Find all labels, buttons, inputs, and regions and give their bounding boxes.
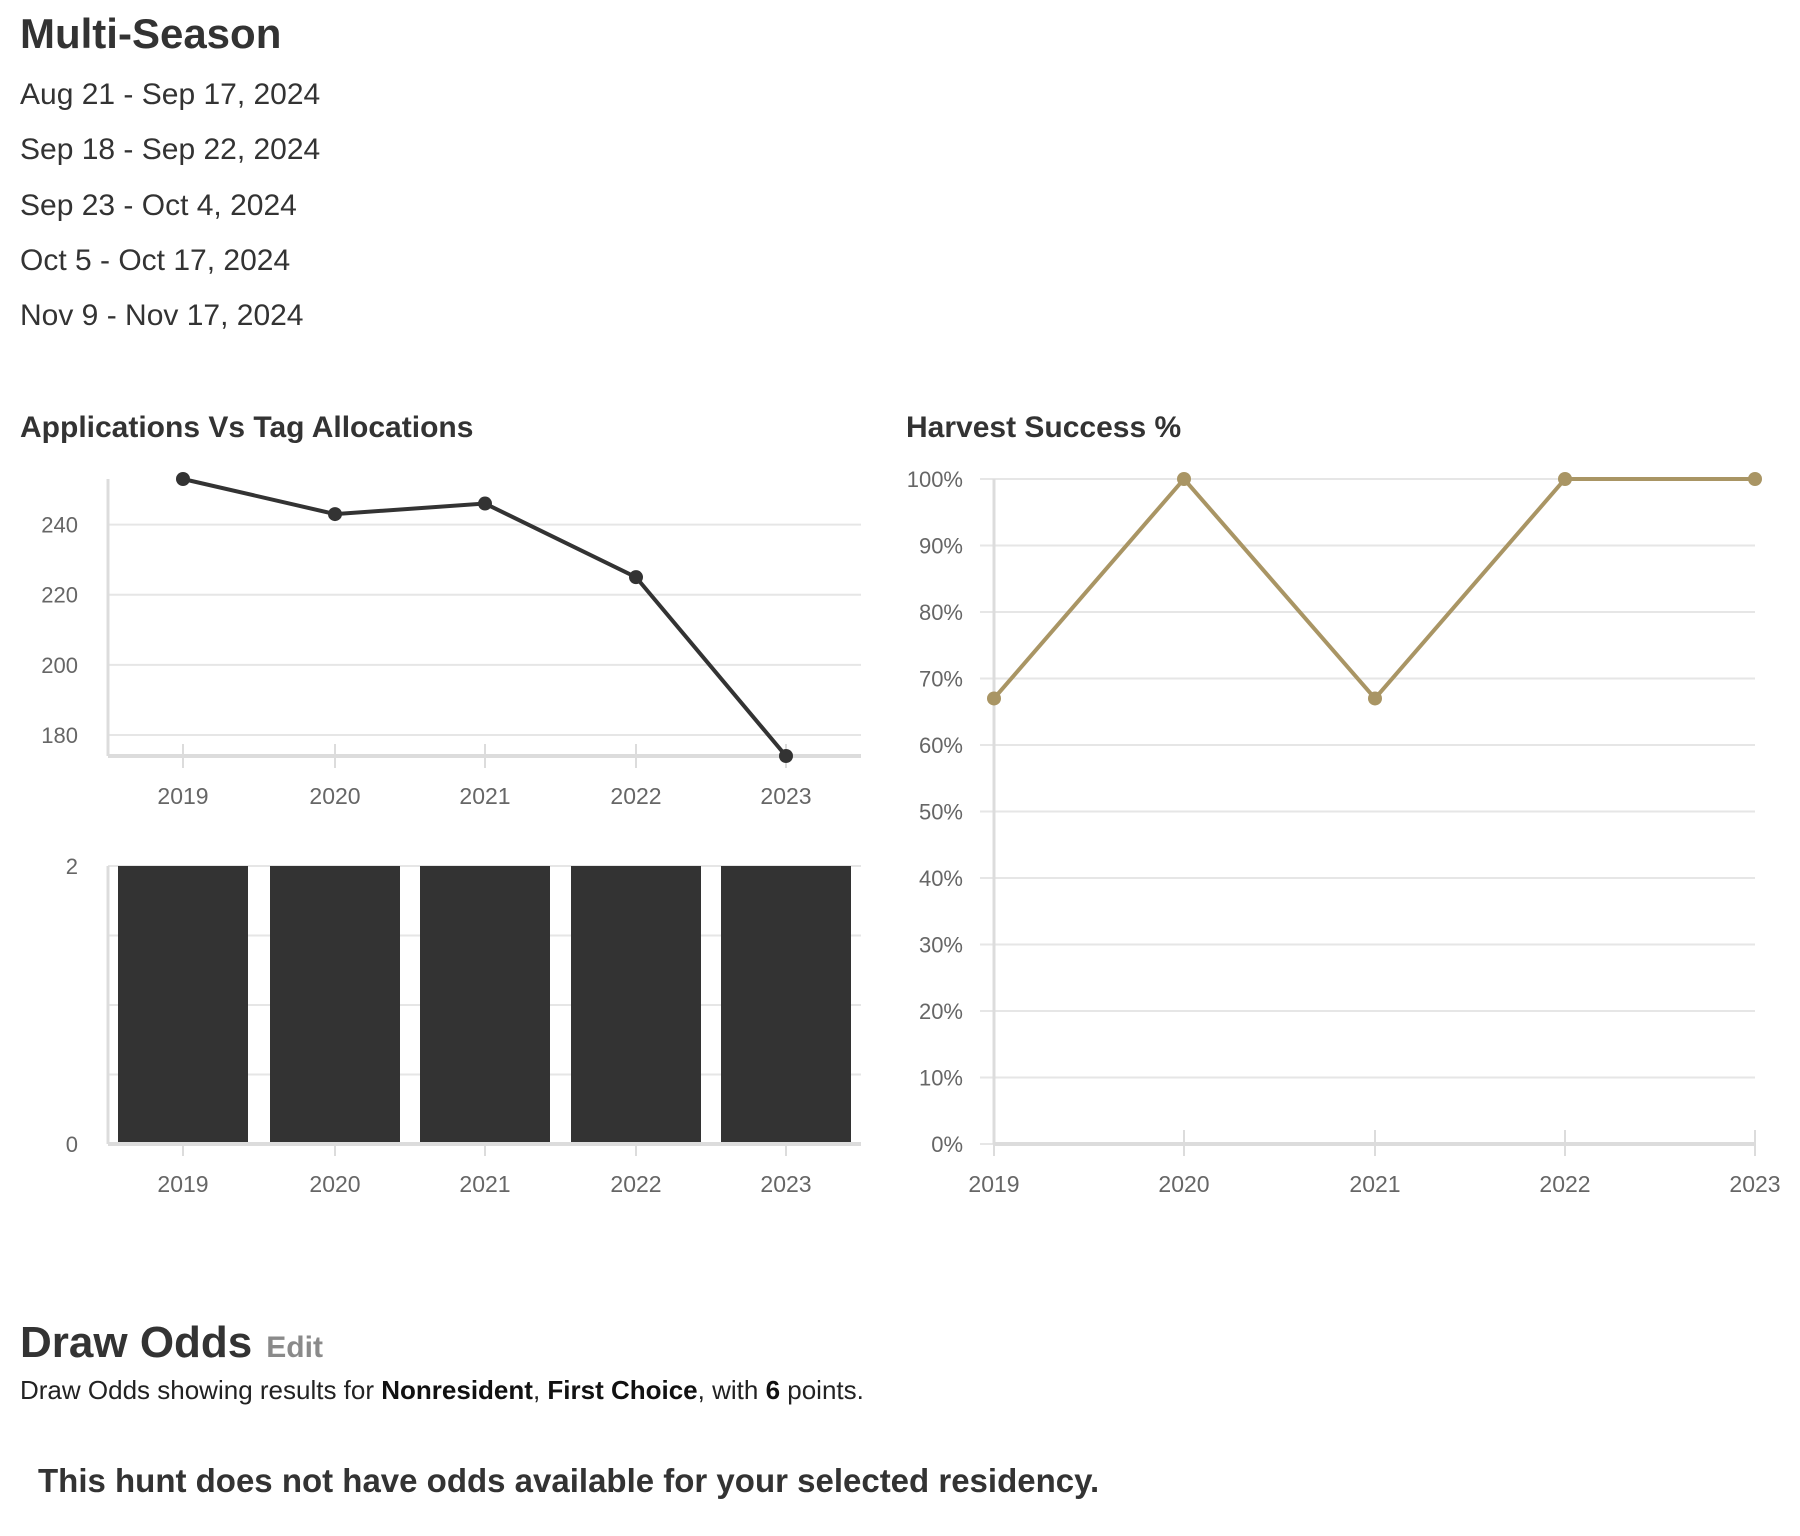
season-date: Sep 18 - Sep 22, 2024 [20, 133, 321, 166]
y-tick-label: 30% [919, 933, 963, 958]
bar [270, 866, 400, 1144]
text: points. [780, 1375, 864, 1405]
data-point [629, 570, 643, 585]
residency-value: Nonresident [381, 1375, 533, 1405]
data-point [779, 749, 793, 763]
y-tick-label: 10% [919, 1066, 963, 1091]
data-point [1748, 472, 1762, 486]
x-tick-label: 2019 [157, 783, 208, 809]
y-tick-label: 70% [919, 667, 963, 692]
y-tick-label: 240 [41, 513, 78, 538]
y-tick-label: 40% [919, 866, 963, 891]
x-tick-label: 2023 [760, 1171, 811, 1197]
data-point [478, 496, 492, 511]
y-tick-label: 80% [919, 600, 963, 625]
data-point [1368, 691, 1382, 706]
data-point [1558, 472, 1572, 486]
y-tick-label: 50% [919, 800, 963, 825]
y-tick-label: 220 [41, 583, 78, 608]
x-tick-label: 2022 [610, 1171, 661, 1197]
season-date: Aug 21 - Sep 17, 2024 [20, 78, 321, 111]
data-point [176, 472, 190, 486]
points-value: 6 [765, 1375, 781, 1405]
x-tick-label: 2021 [459, 1171, 510, 1197]
series-line [182, 477, 788, 758]
x-tick-label: 2020 [1158, 1171, 1209, 1197]
y-tick-label: 20% [919, 999, 963, 1024]
series-line [992, 475, 1755, 702]
y-tick-label: 0 [66, 1132, 78, 1157]
y-tick-label: 90% [919, 534, 963, 559]
data-point [987, 691, 1001, 706]
charts-canvas: 180 200 220 240 2019 2020 2021 2022 2023 0 2 2019 20… [41, 467, 1780, 1197]
y-tick-label: 60% [919, 733, 963, 758]
draw-odds-description: Draw Odds showing results for Nonresiden… [20, 1375, 864, 1406]
text: , with [697, 1375, 766, 1405]
no-odds-message: This hunt does not have odds available f… [38, 1462, 1100, 1499]
x-tick-label: 2023 [760, 783, 811, 809]
bar [420, 866, 550, 1144]
bar [118, 866, 248, 1144]
x-tick-label: 2022 [1539, 1171, 1590, 1197]
applications-chart-title: Applications Vs Tag Allocations [20, 411, 474, 444]
season-date: Sep 23 - Oct 4, 2024 [20, 189, 297, 222]
bar [721, 866, 851, 1144]
x-tick-label: 2020 [309, 1171, 360, 1197]
x-tick-label: 2021 [1349, 1171, 1400, 1197]
y-tick-label: 2 [66, 854, 78, 879]
x-tick-label: 2019 [157, 1171, 208, 1197]
choice-value: First Choice [547, 1375, 698, 1405]
page-title: Multi-Season [20, 10, 282, 57]
draw-odds-title: Draw Odds [20, 1318, 253, 1367]
x-tick-label: 2019 [968, 1171, 1019, 1197]
harvest-chart-title: Harvest Success % [906, 411, 1182, 444]
text: , [532, 1375, 548, 1405]
edit-link[interactable]: Edit [266, 1331, 323, 1364]
text: Draw Odds showing results for [20, 1375, 382, 1405]
season-date: Oct 5 - Oct 17, 2024 [20, 244, 291, 277]
x-tick-label: 2022 [610, 783, 661, 809]
season-date: Nov 9 - Nov 17, 2024 [20, 299, 304, 332]
y-tick-label: 200 [41, 653, 78, 678]
y-tick-label: 100% [907, 467, 963, 492]
draw-odds-section-title: Draw Odds Edit [20, 1318, 323, 1368]
bar [571, 866, 701, 1144]
y-tick-label: 180 [41, 723, 78, 748]
x-tick-label: 2021 [459, 783, 510, 809]
x-tick-label: 2023 [1729, 1171, 1780, 1197]
data-point [328, 507, 342, 522]
y-tick-label: 0% [931, 1132, 963, 1157]
x-tick-label: 2020 [309, 783, 360, 809]
data-point [1177, 472, 1191, 486]
